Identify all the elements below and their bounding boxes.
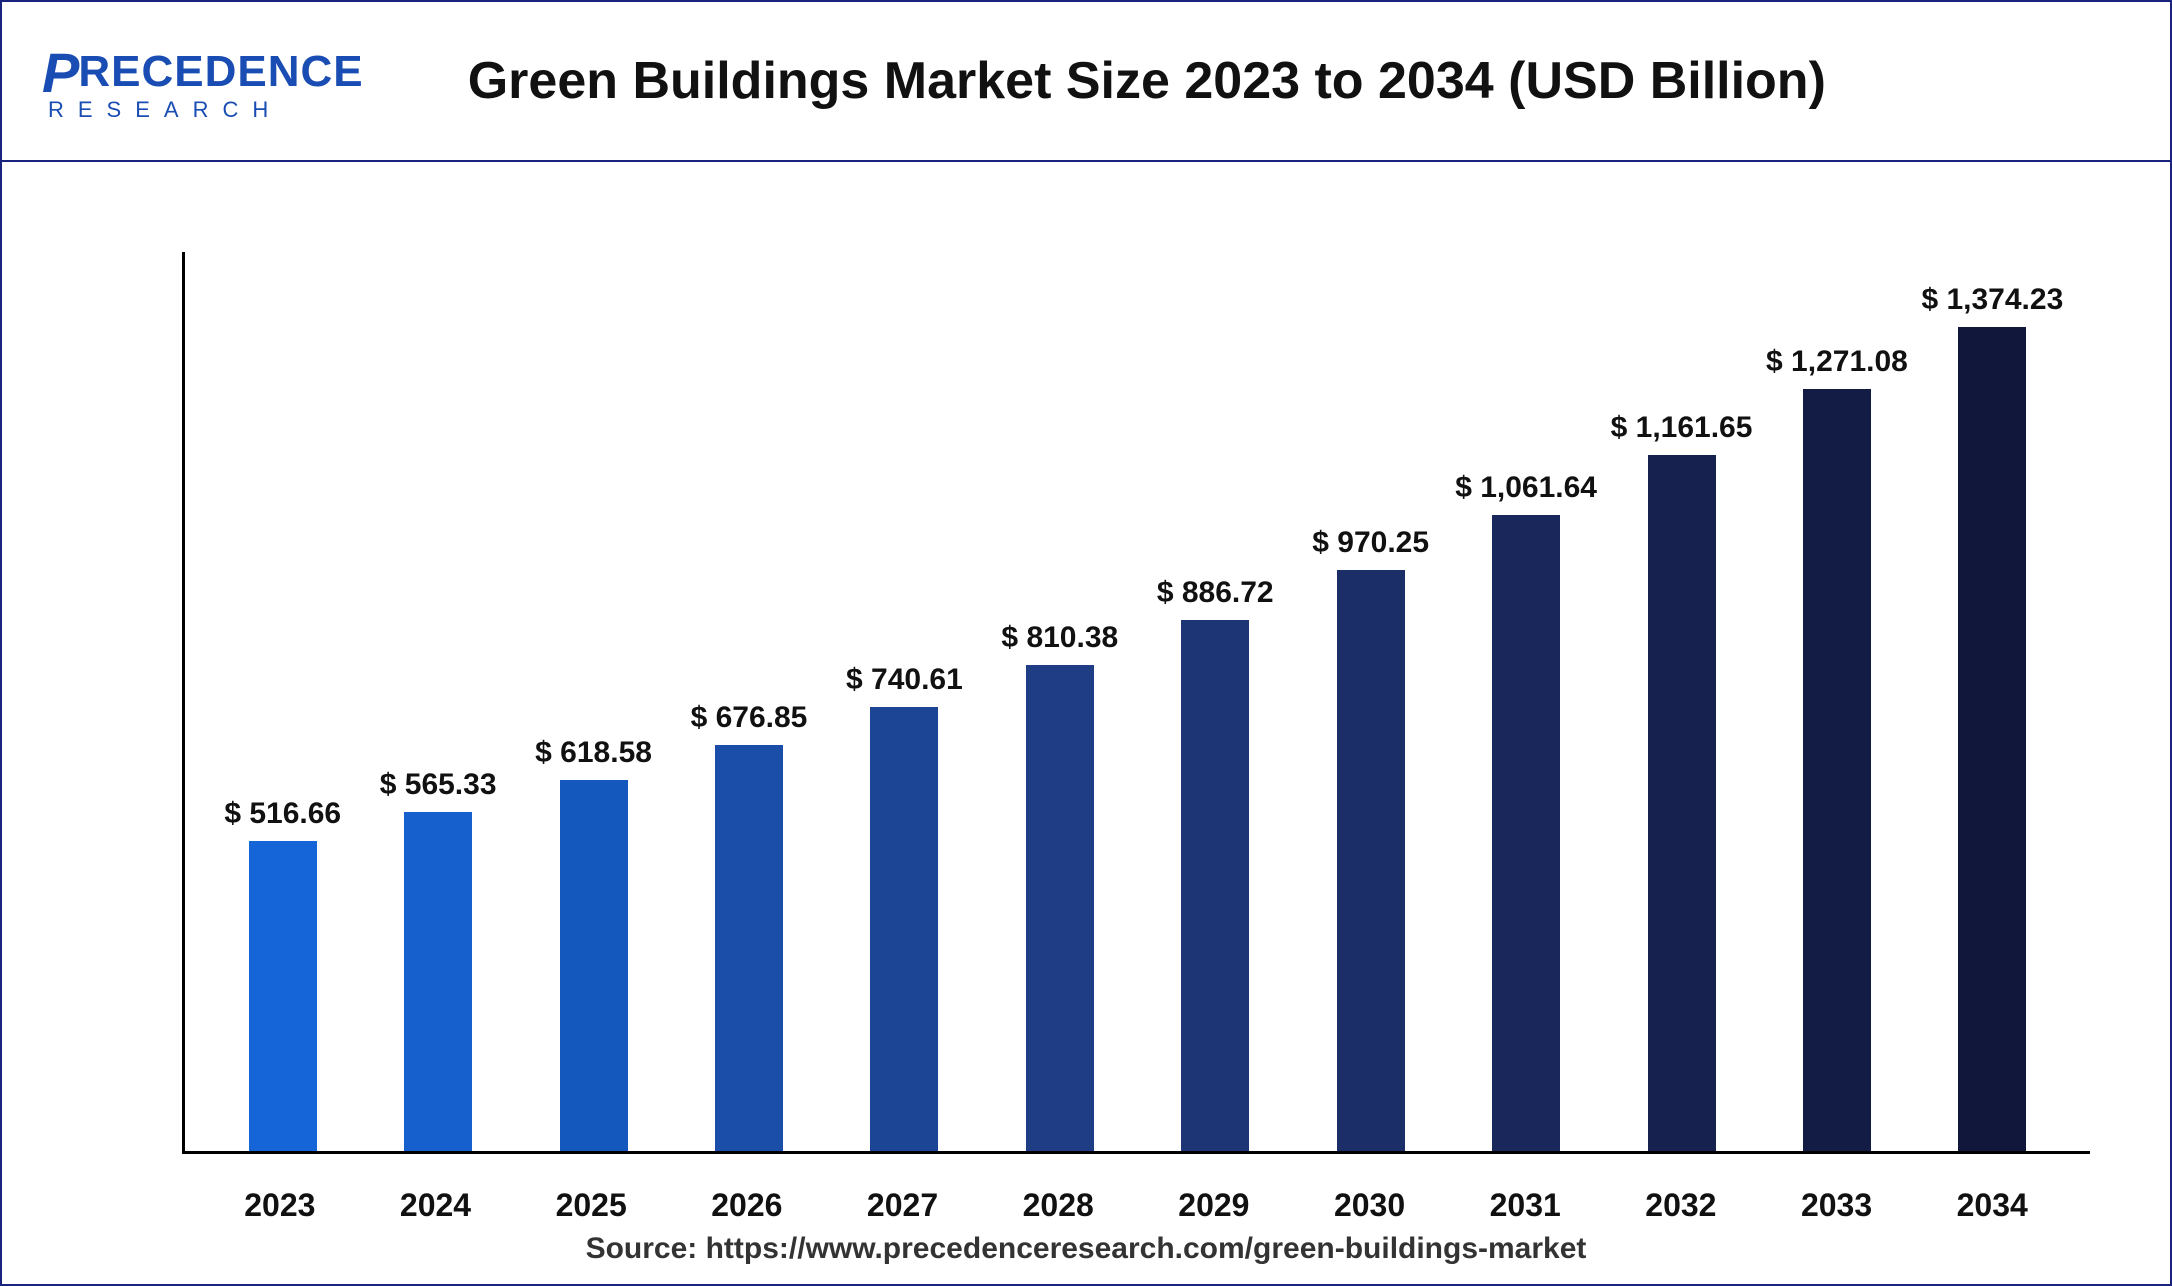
plot: $ 516.66 $ 565.33 $ 618.58 $ 676.85 $ 740.61… [182, 252, 2090, 1154]
bar-value-label: $ 886.72 [1157, 576, 1274, 610]
bar [249, 841, 317, 1151]
bar-wrap: $ 1,061.64 [1448, 252, 1603, 1151]
x-axis-label: 2027 [825, 1187, 981, 1224]
bar-value-label: $ 810.38 [1001, 621, 1118, 655]
x-axis-label: 2028 [980, 1187, 1136, 1224]
bar [560, 780, 628, 1151]
bars-group: $ 516.66 $ 565.33 $ 618.58 $ 676.85 $ 740.61… [185, 252, 2090, 1151]
x-axis-label: 2030 [1292, 1187, 1448, 1224]
x-axis-label: 2034 [1914, 1187, 2070, 1224]
x-axis-label: 2031 [1447, 1187, 1603, 1224]
bar-wrap: $ 886.72 [1138, 252, 1293, 1151]
chart-container: PRECEDENCE RESEARCH Green Buildings Mark… [0, 0, 2172, 1286]
logo-main: PRECEDENCE [42, 40, 364, 105]
chart-area: $ 516.66 $ 565.33 $ 618.58 $ 676.85 $ 740.61… [2, 162, 2170, 1284]
chart-title: Green Buildings Market Size 2023 to 2034… [364, 51, 2130, 111]
bar-wrap: $ 565.33 [360, 252, 515, 1151]
bar [1181, 620, 1249, 1151]
bar [715, 745, 783, 1151]
bar-wrap: $ 676.85 [671, 252, 826, 1151]
x-axis-labels: 2023202420252026202720282029203020312032… [182, 1187, 2090, 1224]
bar [1492, 515, 1560, 1151]
bar-value-label: $ 618.58 [535, 736, 652, 770]
logo-subtext: RESEARCH [48, 97, 282, 123]
bar-wrap: $ 740.61 [827, 252, 982, 1151]
x-axis-label: 2032 [1603, 1187, 1759, 1224]
logo: PRECEDENCE RESEARCH [42, 40, 364, 123]
logo-text: RECEDENCE [78, 47, 363, 97]
x-axis-label: 2029 [1136, 1187, 1292, 1224]
bar [1803, 389, 1871, 1151]
bar-value-label: $ 565.33 [380, 768, 497, 802]
x-axis-label: 2023 [202, 1187, 358, 1224]
x-axis-label: 2025 [513, 1187, 669, 1224]
bar-wrap: $ 1,271.08 [1759, 252, 1914, 1151]
x-axis-label: 2033 [1759, 1187, 1915, 1224]
x-axis-label: 2024 [358, 1187, 514, 1224]
bar-wrap: $ 810.38 [982, 252, 1137, 1151]
bar [404, 812, 472, 1151]
bar [1958, 327, 2026, 1151]
bar-value-label: $ 1,374.23 [1921, 283, 2063, 317]
bar-wrap: $ 1,161.65 [1604, 252, 1759, 1151]
bar-value-label: $ 1,061.64 [1455, 471, 1597, 505]
source-text: Source: https://www.precedenceresearch.c… [2, 1232, 2170, 1266]
bar-value-label: $ 676.85 [691, 701, 808, 735]
bar-value-label: $ 1,161.65 [1611, 411, 1753, 445]
bar-wrap: $ 1,374.23 [1915, 252, 2070, 1151]
logo-p-icon: P [42, 40, 80, 105]
bar [1337, 570, 1405, 1152]
bar-wrap: $ 970.25 [1293, 252, 1448, 1151]
x-axis-label: 2026 [669, 1187, 825, 1224]
header: PRECEDENCE RESEARCH Green Buildings Mark… [2, 2, 2170, 162]
bar-value-label: $ 970.25 [1312, 526, 1429, 560]
bar-wrap: $ 618.58 [516, 252, 671, 1151]
bar-value-label: $ 1,271.08 [1766, 345, 1908, 379]
bar [1026, 665, 1094, 1151]
bar-value-label: $ 516.66 [224, 797, 341, 831]
bar [1648, 455, 1716, 1151]
bar-wrap: $ 516.66 [205, 252, 360, 1151]
bar [870, 707, 938, 1151]
bar-value-label: $ 740.61 [846, 663, 963, 697]
